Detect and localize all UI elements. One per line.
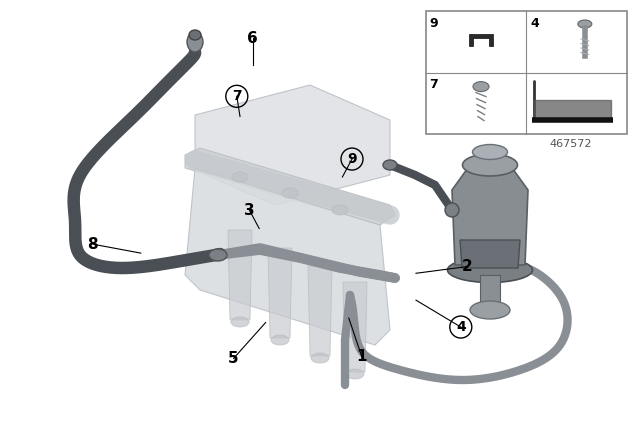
Polygon shape — [343, 282, 367, 372]
Ellipse shape — [447, 258, 532, 283]
Polygon shape — [185, 148, 395, 225]
Ellipse shape — [209, 249, 227, 261]
Bar — [426, 11, 627, 134]
Polygon shape — [469, 34, 493, 46]
Ellipse shape — [472, 145, 508, 159]
Ellipse shape — [383, 160, 397, 170]
Text: 6: 6 — [248, 30, 258, 46]
Polygon shape — [534, 100, 611, 120]
Ellipse shape — [232, 172, 248, 182]
Text: 1: 1 — [356, 349, 367, 364]
Ellipse shape — [346, 369, 364, 379]
Text: 4: 4 — [531, 17, 539, 30]
Text: 5: 5 — [228, 351, 239, 366]
Ellipse shape — [189, 30, 201, 40]
Text: 2: 2 — [462, 259, 472, 274]
Text: 9: 9 — [347, 152, 357, 166]
Text: 4: 4 — [456, 320, 466, 334]
Bar — [480, 275, 500, 305]
Polygon shape — [228, 230, 252, 320]
Polygon shape — [268, 248, 292, 338]
Polygon shape — [452, 165, 528, 265]
Text: 7: 7 — [232, 89, 242, 103]
Ellipse shape — [332, 205, 348, 215]
Ellipse shape — [445, 203, 459, 217]
Ellipse shape — [271, 335, 289, 345]
Polygon shape — [195, 85, 390, 205]
Ellipse shape — [463, 154, 518, 176]
Polygon shape — [185, 168, 390, 345]
Text: 8: 8 — [88, 237, 98, 252]
Ellipse shape — [473, 82, 489, 91]
Text: 3: 3 — [244, 203, 255, 218]
Ellipse shape — [578, 20, 592, 28]
Ellipse shape — [470, 301, 510, 319]
Ellipse shape — [311, 353, 329, 363]
Polygon shape — [308, 266, 332, 356]
Ellipse shape — [231, 317, 249, 327]
Text: 467572: 467572 — [550, 139, 592, 149]
Ellipse shape — [187, 32, 203, 52]
Ellipse shape — [282, 188, 298, 198]
Text: 7: 7 — [429, 78, 438, 91]
Polygon shape — [460, 240, 520, 268]
Text: 9: 9 — [429, 17, 438, 30]
